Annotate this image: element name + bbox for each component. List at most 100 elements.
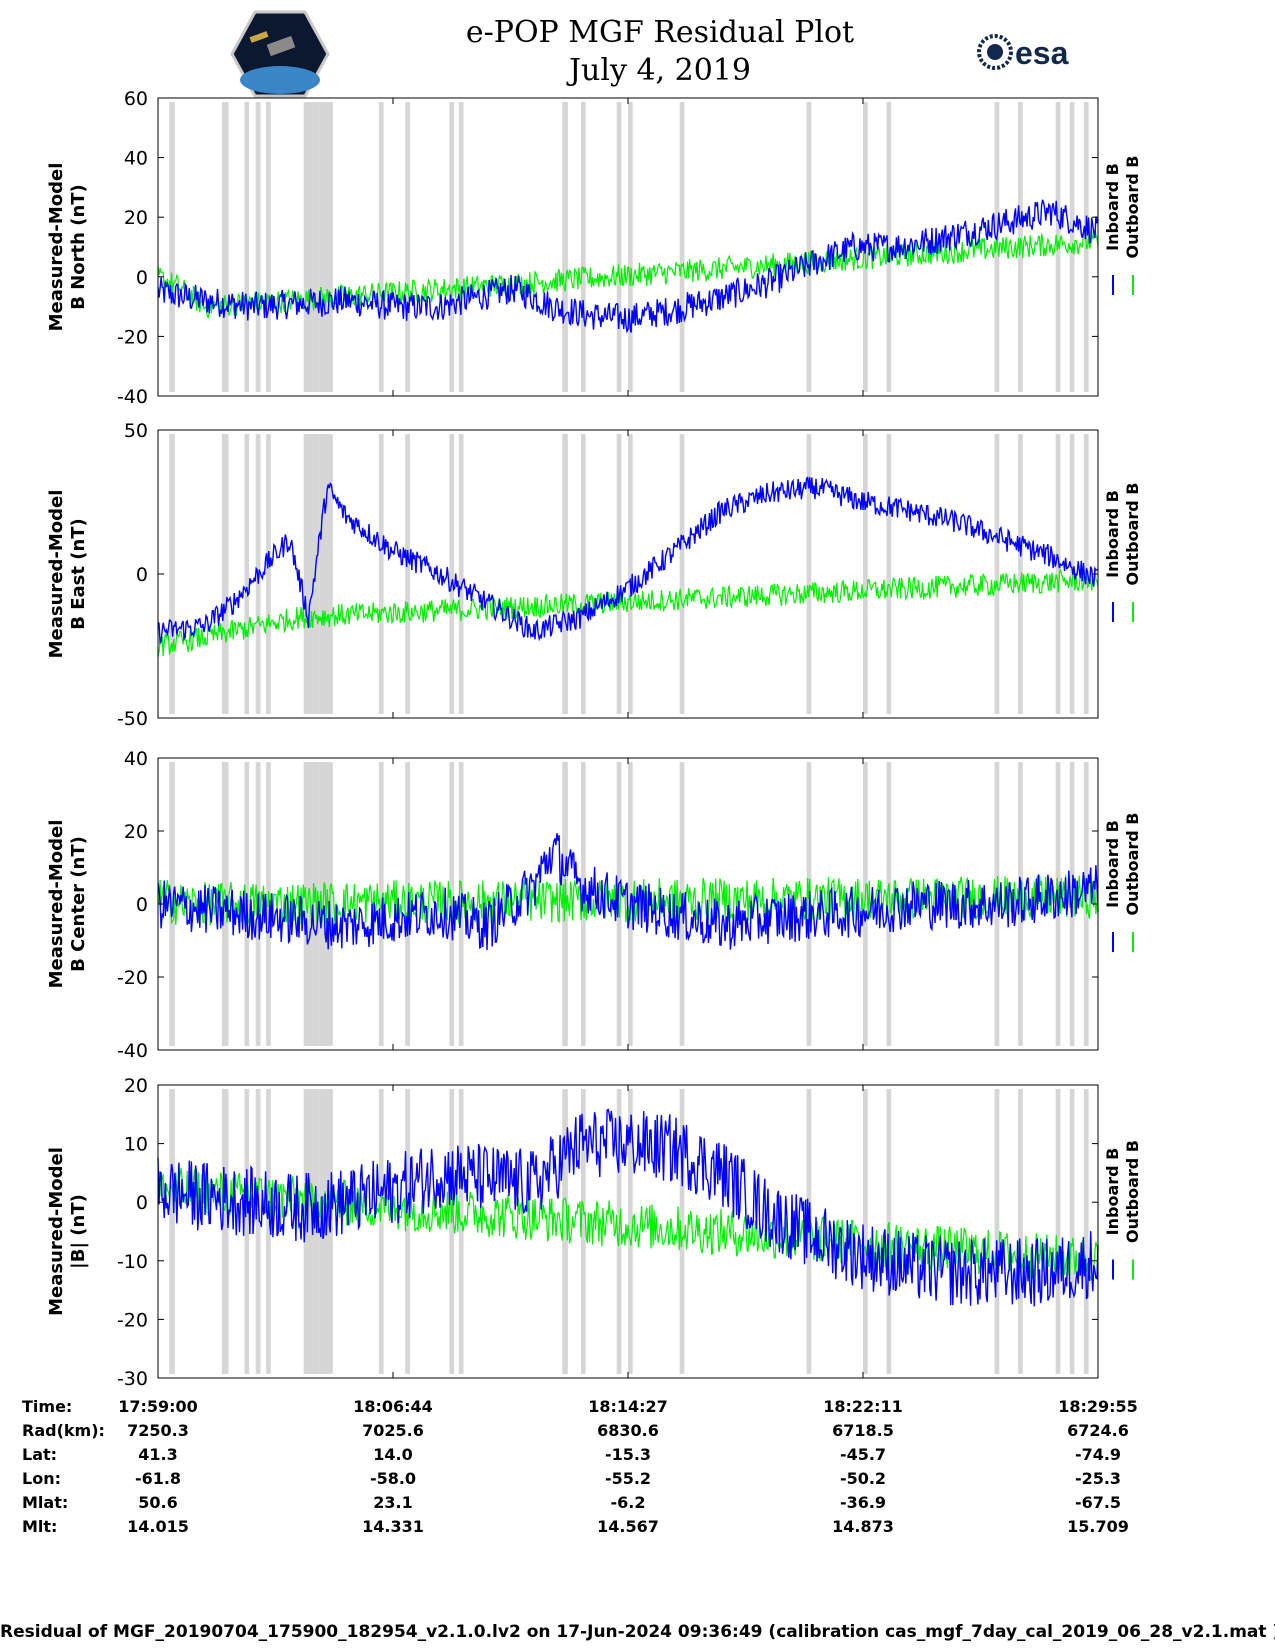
gap-band xyxy=(1018,434,1023,714)
series-line-inboard-b xyxy=(157,476,1099,645)
gap-band xyxy=(1018,1089,1023,1374)
chart-title-line1: e-POP MGF Residual Plot xyxy=(465,15,855,50)
gap-band xyxy=(303,434,320,714)
ephemeris-cell: 17:59:00 xyxy=(118,1397,198,1416)
y-axis-label: Measured-Model xyxy=(46,163,67,332)
y-tick-label: 0 xyxy=(136,564,148,586)
ephemeris-row-label: Rad(km): xyxy=(22,1421,105,1440)
legend-entry: Outboard B xyxy=(1123,156,1142,259)
gap-band xyxy=(616,102,622,392)
gap-band xyxy=(449,102,455,392)
gap-band xyxy=(255,1089,261,1374)
gap-band xyxy=(562,434,568,714)
y-tick-label: -10 xyxy=(117,1251,148,1273)
y-axis-label: B Center (nT) xyxy=(68,836,89,972)
gap-band xyxy=(886,102,892,392)
y-axis-label: |B| (nT) xyxy=(68,1194,89,1269)
gap-band xyxy=(562,102,568,392)
y-tick-label: -20 xyxy=(117,1309,148,1331)
y-tick-label: 50 xyxy=(124,420,148,442)
gap-band xyxy=(679,1089,685,1374)
ephemeris-cell: 7250.3 xyxy=(127,1421,189,1440)
y-tick-label: 60 xyxy=(124,88,148,110)
gap-band xyxy=(405,1089,410,1374)
y-tick-label: 40 xyxy=(124,748,148,770)
gap-band xyxy=(994,762,1000,1046)
footer-caption: Residual of MGF_20190704_175900_182954_v… xyxy=(0,1622,1275,1642)
legend-entry: Outboard B xyxy=(1123,1140,1142,1243)
gap-band xyxy=(581,1089,586,1374)
gap-band xyxy=(458,102,464,392)
gap-band xyxy=(303,1089,320,1374)
ephemeris-cell: 50.6 xyxy=(138,1493,177,1512)
gap-band xyxy=(1083,1089,1089,1374)
ephemeris-cell: -36.9 xyxy=(840,1493,886,1512)
ephemeris-cell: 14.873 xyxy=(832,1517,894,1536)
ephemeris-row-label: Lon: xyxy=(22,1469,61,1488)
ephemeris-row-label: Mlt: xyxy=(22,1517,57,1536)
y-tick-label: 20 xyxy=(124,821,148,843)
series-line-inboard-b xyxy=(157,1108,1099,1307)
gap-band xyxy=(378,1089,384,1374)
ephemeris-cell: 41.3 xyxy=(138,1445,177,1464)
series-line-inboard-b xyxy=(157,199,1099,334)
esa-logo-text: esa xyxy=(1015,35,1069,71)
gap-band xyxy=(994,434,1000,714)
y-tick-label: -40 xyxy=(117,1040,148,1062)
gap-band xyxy=(1018,762,1023,1046)
gap-band xyxy=(679,434,685,714)
y-tick-label: 0 xyxy=(136,894,148,916)
series-line-outboard-b xyxy=(157,568,1099,658)
gap-band xyxy=(266,762,271,1046)
ephemeris-row-label: Time: xyxy=(22,1397,72,1416)
ephemeris-cell: 7025.6 xyxy=(362,1421,424,1440)
ephemeris-cell: -67.5 xyxy=(1075,1493,1121,1512)
gap-band xyxy=(628,1089,633,1374)
ephemeris-cell: 15.709 xyxy=(1067,1517,1129,1536)
y-axis-label: Measured-Model xyxy=(46,1147,67,1316)
esa-logo: esa xyxy=(977,34,1069,71)
legend-entry: Inboard B xyxy=(1103,1148,1122,1236)
y-tick-label: 40 xyxy=(124,148,148,170)
y-axis-label: B North (nT) xyxy=(68,184,89,310)
legend-entry: Inboard B xyxy=(1103,490,1122,578)
gap-band xyxy=(378,102,384,392)
gap-band xyxy=(244,102,250,392)
gap-band xyxy=(449,434,455,714)
gap-band xyxy=(581,434,586,714)
gap-band xyxy=(562,1089,568,1374)
gap-band xyxy=(581,102,586,392)
ephemeris-cell: -45.7 xyxy=(840,1445,886,1464)
panel-3: -40 -20 0 20 40 Measured-Model B Center (nT) In… xyxy=(46,748,1142,1062)
gap-band xyxy=(266,434,271,714)
cassiope-mission-logo xyxy=(230,10,330,98)
ephemeris-cell: 6830.6 xyxy=(597,1421,659,1440)
gap-band xyxy=(378,434,384,714)
chart-title-line2: July 4, 2019 xyxy=(569,53,751,88)
ephemeris-cell: 14.0 xyxy=(373,1445,412,1464)
ephemeris-cell: 14.567 xyxy=(597,1517,659,1536)
y-axis-label: B East (nT) xyxy=(68,518,89,630)
ephemeris-row-label: Lat: xyxy=(22,1445,57,1464)
legend-entry: Outboard B xyxy=(1123,483,1142,586)
y-tick-label: -20 xyxy=(117,326,148,348)
ephemeris-cell: 6724.6 xyxy=(1067,1421,1129,1440)
y-tick-label: -30 xyxy=(117,1368,148,1390)
y-tick-label: 0 xyxy=(136,267,148,289)
gap-band xyxy=(994,1089,1000,1374)
ephemeris-cell: -25.3 xyxy=(1075,1469,1121,1488)
gap-band xyxy=(169,102,175,392)
gap-band xyxy=(886,1089,892,1374)
gap-band xyxy=(863,1089,868,1374)
y-axis-label: Measured-Model xyxy=(46,820,67,989)
legend-entry: Inboard B xyxy=(1103,163,1122,251)
gap-band xyxy=(266,1089,271,1374)
gap-band xyxy=(405,434,410,714)
gap-band xyxy=(244,434,250,714)
gap-band xyxy=(886,434,892,714)
gap-band xyxy=(221,1089,229,1374)
gap-band xyxy=(221,434,229,714)
gap-band xyxy=(679,102,685,392)
ephemeris-cell: 18:29:55 xyxy=(1058,1397,1138,1416)
gap-band xyxy=(221,102,229,392)
